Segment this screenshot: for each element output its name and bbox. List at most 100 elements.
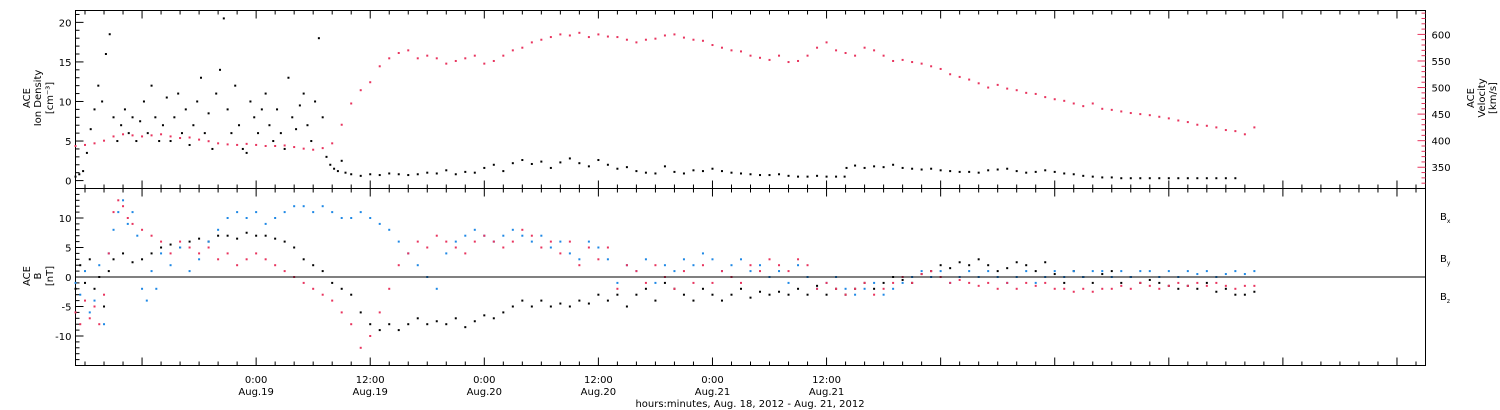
bottom-left-axis-label-line-3: [nT] (45, 266, 56, 286)
density-point (196, 100, 199, 103)
velocity-point (778, 54, 781, 57)
density-point (863, 166, 866, 169)
bx-point (88, 258, 91, 261)
density-point (207, 112, 210, 115)
velocity-point (359, 89, 362, 92)
bx-point (340, 287, 343, 290)
density-point (260, 108, 263, 111)
bx-point (93, 287, 96, 290)
bx-point (445, 323, 448, 326)
density-point (283, 147, 286, 150)
top-right-tick-label: 600 (1432, 30, 1451, 41)
by-point (549, 246, 552, 249)
bz-point (882, 287, 885, 290)
velocity-point (492, 59, 495, 62)
bz-point (131, 222, 134, 225)
bz-point (968, 281, 971, 284)
bx-point (464, 326, 467, 329)
density-point (82, 170, 85, 173)
density-point (101, 100, 104, 103)
velocity-point (568, 34, 571, 37)
bx-point (302, 258, 305, 261)
by-point (616, 281, 619, 284)
density-point (901, 166, 904, 169)
density-point (1015, 170, 1018, 173)
density-point (939, 169, 942, 172)
velocity-point (293, 146, 296, 149)
by-point (663, 264, 666, 267)
velocity-point (245, 142, 248, 145)
by-point (245, 217, 248, 219)
density-point (199, 76, 202, 79)
velocity-point (112, 135, 115, 138)
density-point (146, 132, 149, 135)
legend-by: By (1440, 254, 1451, 267)
by-point (778, 270, 781, 273)
bz-point (759, 270, 762, 273)
velocity-point (236, 143, 239, 146)
bx-point (131, 261, 134, 264)
density-point (825, 175, 828, 178)
bx-point (1091, 281, 1094, 284)
by-point (1243, 273, 1246, 276)
bz-point (502, 246, 505, 249)
density-point (511, 162, 514, 165)
bx-point (1177, 287, 1180, 290)
density-point (454, 173, 457, 176)
bz-point (1224, 284, 1227, 287)
bz-point (739, 281, 742, 284)
velocity-point (388, 57, 391, 60)
density-point (711, 167, 714, 170)
density-point (1101, 176, 1104, 179)
density-point (340, 159, 343, 162)
bz-point (1110, 287, 1113, 290)
density-point (350, 173, 353, 176)
velocity-point (1006, 87, 1009, 90)
bz-point (88, 317, 91, 320)
bx-point (816, 284, 819, 287)
velocity-point (502, 54, 505, 57)
bx-point (825, 293, 828, 296)
by-point (854, 293, 857, 296)
bx-point (359, 311, 362, 314)
bx-point (1025, 264, 1028, 267)
bz-point (350, 323, 353, 326)
by-point (350, 217, 353, 219)
velocity-point (217, 142, 220, 145)
bx-point (369, 323, 372, 326)
bx-point (1234, 293, 1237, 296)
bx-point (1110, 270, 1113, 273)
density-point (177, 92, 180, 95)
bx-point (141, 258, 144, 261)
bx-point (378, 329, 381, 332)
bz-point (217, 258, 220, 261)
density-point (1006, 167, 1009, 170)
by-point (207, 240, 210, 243)
velocity-point (302, 147, 305, 150)
bx-point (635, 293, 638, 296)
by-point (369, 217, 372, 219)
bz-point (207, 246, 210, 249)
velocity-point (1215, 126, 1218, 129)
velocity-series (74, 31, 1256, 151)
velocity-point (179, 137, 182, 140)
density-point (663, 165, 666, 168)
bx-point (720, 299, 723, 302)
velocity-point (511, 49, 514, 52)
bz-point (1253, 284, 1256, 287)
density-point (682, 172, 685, 175)
velocity-point (1044, 96, 1047, 99)
density-point (234, 84, 237, 87)
velocity-point (977, 82, 980, 85)
bx-point (996, 270, 999, 273)
bx-point (502, 311, 505, 314)
by-point (1091, 270, 1094, 273)
velocity-point (74, 144, 77, 147)
velocity-point (806, 54, 809, 57)
bx-point (739, 287, 742, 290)
density-point (1177, 177, 1180, 180)
bz-point (1072, 290, 1075, 293)
by-point (1224, 273, 1227, 276)
bx-point (1120, 281, 1123, 284)
x-tick-label-date: Aug.19 (352, 387, 387, 398)
